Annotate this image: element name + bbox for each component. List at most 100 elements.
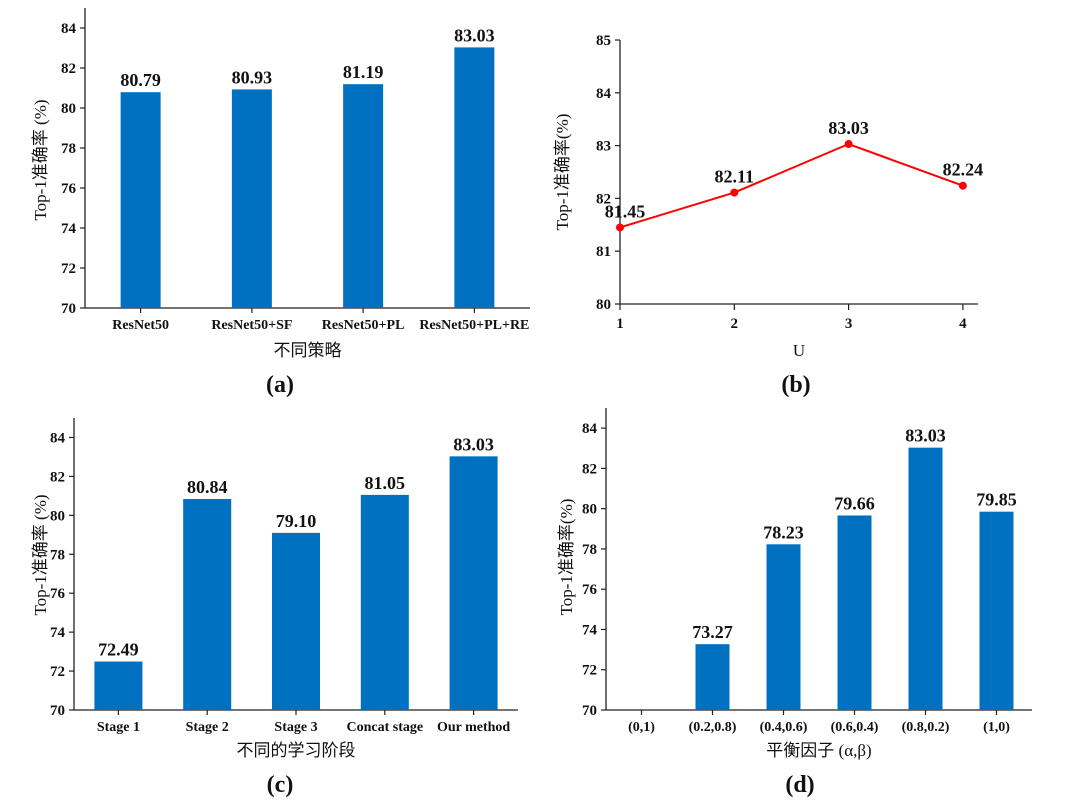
bar: [94, 661, 143, 710]
bar: [979, 511, 1014, 710]
y-axis-title: Top-1准确率 (%): [31, 99, 50, 220]
point-value-label: 82.11: [715, 167, 755, 187]
chart-a: 70 72 74 76 78 80 82 84 ResNet50 80.79 ResNet50+SF…: [31, 8, 530, 398]
bar-value-label: 72.49: [98, 640, 139, 660]
y-tick-label: 80: [596, 297, 611, 313]
panel-label: (b): [781, 372, 810, 398]
y-tick-label: 84: [50, 430, 66, 446]
bar-value-label: 80.79: [120, 70, 161, 90]
y-tick-label: 85: [596, 33, 611, 49]
bar: [837, 515, 872, 710]
y-tick-label: 70: [582, 703, 597, 719]
y-axis-title: Top-1准确率(%): [557, 499, 576, 616]
x-tick-label: (0.2,0.8): [689, 720, 737, 735]
data-point: [844, 140, 853, 149]
x-tick-label: 2: [731, 316, 739, 332]
bar: [360, 494, 409, 710]
x-tick-label: (0.8,0.2): [902, 720, 950, 735]
y-tick-label: 78: [582, 542, 597, 558]
x-tick-label: ResNet50+SF: [211, 318, 292, 333]
y-tick-label: 72: [582, 663, 597, 679]
y-tick-label: 70: [50, 703, 65, 719]
y-tick-label: 84: [596, 86, 612, 102]
series-line: [619, 142, 964, 229]
y-tick-label: 80: [582, 502, 597, 518]
bar-value-label: 73.27: [692, 622, 733, 642]
bar-value-label: 80.84: [187, 477, 228, 497]
y-tick-label: 84: [61, 21, 77, 37]
panel-label: (d): [785, 772, 814, 798]
x-axis-title: 不同策略: [274, 341, 342, 360]
bar: [695, 644, 730, 710]
y-tick-label: 80: [50, 508, 65, 524]
x-tick-label: 3: [845, 316, 853, 332]
bar-value-label: 80.93: [232, 67, 273, 87]
bar: [454, 47, 495, 309]
x-tick-label: Stage 2: [186, 720, 229, 735]
bar-value-label: 78.23: [763, 522, 804, 542]
bar-value-label: 79.66: [834, 494, 875, 514]
bar: [120, 92, 161, 308]
y-tick-label: 82: [582, 461, 597, 477]
bar-value-label: 79.85: [976, 490, 1017, 510]
data-point: [958, 181, 967, 190]
bar: [272, 532, 320, 710]
x-tick-label: Stage 1: [97, 720, 140, 735]
y-tick-label: 72: [61, 261, 76, 277]
point-value-label: 83.03: [828, 118, 869, 138]
y-tick-label: 72: [50, 664, 65, 680]
y-tick-label: 74: [50, 625, 66, 641]
bar: [343, 84, 384, 308]
x-tick-label: Concat stage: [346, 720, 423, 735]
x-tick-label: (0.6,0.4): [831, 720, 879, 735]
x-tick-label: 1: [616, 316, 624, 332]
x-tick-label: Our method: [437, 720, 510, 735]
x-tick-label: Stage 3: [274, 720, 317, 735]
x-axis-title: 平衡因子 (α,β): [766, 741, 871, 760]
y-tick-label: 76: [61, 181, 77, 197]
x-axis-title: 不同的学习阶段: [237, 741, 356, 760]
x-tick-label: (0.4,0.6): [760, 720, 808, 735]
y-tick-label: 74: [61, 221, 77, 237]
y-tick-label: 80: [61, 101, 76, 117]
x-tick-label: ResNet50+PL+RE: [419, 318, 529, 333]
x-tick-label: ResNet50+PL: [322, 318, 405, 333]
x-tick-label: (0,1): [628, 720, 655, 735]
bar-value-label: 83.03: [454, 25, 495, 45]
x-tick-label: 4: [959, 316, 967, 332]
panel-label: (c): [267, 772, 294, 798]
y-tick-label: 82: [61, 61, 76, 77]
y-tick-label: 83: [596, 139, 611, 155]
y-tick-label: 76: [50, 586, 66, 602]
chart-c: 70 72 74 76 78 80 82 84 Stage 1 72.49 Stage 2 80.84…: [31, 418, 518, 798]
data-point: [616, 223, 624, 232]
y-tick-label: 74: [582, 622, 598, 638]
bar-value-label: 81.05: [365, 473, 406, 493]
bar: [766, 544, 801, 710]
chart-b: 80 81 82 83 84 85 1 2 3 4 81.45 82.11 83.03 82.24 U Top…: [553, 33, 983, 398]
panel-label: (a): [266, 372, 294, 398]
bar-value-label: 83.03: [905, 426, 946, 446]
bar: [908, 447, 943, 710]
y-tick-label: 81: [596, 244, 611, 260]
y-axis-title: Top-1准确率 (%): [31, 494, 50, 615]
y-tick-label: 82: [596, 191, 611, 207]
chart-d: 70 72 74 76 78 80 82 84 (0,1) (0.2,0.8) 73.27 (0.4,…: [557, 408, 1032, 798]
bar: [183, 498, 232, 710]
data-point: [730, 188, 739, 197]
y-tick-label: 76: [582, 582, 598, 598]
x-axis-title: U: [793, 341, 805, 360]
bar-value-label: 79.10: [276, 511, 317, 531]
y-tick-label: 82: [50, 469, 65, 485]
point-value-label: 81.45: [605, 201, 646, 221]
y-tick-label: 84: [582, 421, 598, 437]
y-tick-label: 78: [61, 141, 76, 157]
y-tick-label: 78: [50, 547, 65, 563]
point-value-label: 82.24: [943, 160, 984, 180]
bar-value-label: 81.19: [343, 62, 384, 82]
bar-value-label: 83.03: [453, 434, 494, 454]
x-tick-label: (1,0): [983, 720, 1010, 735]
y-axis-title: Top-1准确率(%): [553, 114, 572, 231]
x-tick-label: ResNet50: [112, 318, 169, 333]
